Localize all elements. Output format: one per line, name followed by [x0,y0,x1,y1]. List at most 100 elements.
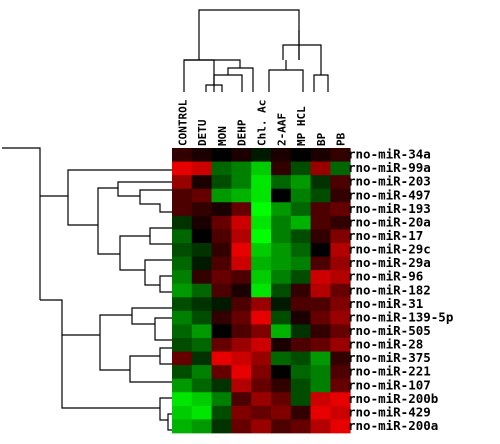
heatmap-cell [290,215,311,230]
heatmap-cell [231,161,252,176]
heatmap-cell [271,351,292,366]
heatmap-cell [172,283,193,298]
row-dendrogram [2,147,172,431]
heatmap-cell [310,148,331,162]
heatmap-cell [330,351,351,366]
heatmap-cell [330,188,351,203]
heatmap-cell [172,175,193,190]
heatmap-cell [271,310,292,325]
heatmap-cell [330,405,351,420]
heatmap-cell [231,175,252,190]
row-label: rno-miR-200b [348,391,438,406]
heatmap-cell [211,188,232,203]
heatmap-cell [251,378,272,393]
heatmap-cell [251,270,272,285]
heatmap-cell [231,419,252,434]
heatmap-cell [290,351,311,366]
heatmap-cell [211,297,232,312]
row-label: rno-miR-28 [348,337,423,352]
heatmap-cell [191,324,212,339]
heatmap-cell [191,175,212,190]
column-label: Chl. Ac [255,100,268,146]
heatmap-cell [191,161,212,176]
heatmap-cell [251,215,272,230]
row-label: rno-miR-96 [348,269,423,284]
row-label: rno-miR-221 [348,364,431,379]
heatmap-cell [231,310,252,325]
row-label: rno-miR-497 [348,187,431,202]
heatmap-cell [172,215,193,230]
heatmap-cell [310,337,331,352]
heatmap-grid [172,148,351,434]
heatmap-cell [172,310,193,325]
heatmap-cell [330,310,351,325]
heatmap-cell [251,392,272,407]
heatmap-cell [310,202,331,217]
heatmap-cell [310,229,331,244]
heatmap-cell [191,405,212,420]
heatmap-cell [290,283,311,298]
heatmap-cell [231,337,252,352]
heatmap-cell [310,310,331,325]
heatmap-cell [191,229,212,244]
heatmap-cell [191,256,212,271]
heatmap-cell [251,297,272,312]
heatmap-cell [251,419,272,434]
heatmap-cell [211,378,232,393]
row-labels: rno-miR-34arno-miR-99arno-miR-203rno-miR… [348,147,453,433]
row-label: rno-miR-182 [348,282,431,297]
heatmap-cell [310,256,331,271]
heatmap-cell [310,215,331,230]
heatmap-cell [271,297,292,312]
heatmap-cell [191,188,212,203]
heatmap-cell [310,161,331,176]
heatmap-cell [251,242,272,257]
row-label: rno-miR-99a [348,160,431,175]
heatmap-cell [310,270,331,285]
heatmap-cell [290,242,311,257]
heatmap-cell [231,148,252,162]
heatmap-cell [211,202,232,217]
row-label: rno-miR-107 [348,377,431,392]
heatmap-cell [211,242,232,257]
heatmap-cell [211,419,232,434]
column-dendrogram [183,9,329,92]
heatmap-cell [271,215,292,230]
heatmap-cell [271,392,292,407]
heatmap-cell [310,392,331,407]
row-label: rno-miR-429 [348,404,431,419]
heatmap-cell [330,242,351,257]
heatmap-cell [251,324,272,339]
heatmap-cell [271,365,292,380]
row-label: rno-miR-505 [348,323,431,338]
heatmap-cell [271,161,292,176]
heatmap-cell [211,365,232,380]
heatmap-cell [251,175,272,190]
heatmap-cell [251,256,272,271]
heatmap-cell [191,283,212,298]
row-label: rno-miR-34a [348,147,431,162]
heatmap-cell [211,256,232,271]
heatmap-cell [191,310,212,325]
heatmap-cell [290,378,311,393]
column-label: 2-AAF [275,113,288,146]
heatmap-cell [231,392,252,407]
heatmap-cell [231,351,252,366]
heatmap-cell [330,148,351,162]
heatmap-cell [211,161,232,176]
heatmap-cell [172,256,193,271]
heatmap-cell [191,202,212,217]
heatmap-cell [290,256,311,271]
heatmap-cell [330,337,351,352]
column-label: DEHP [236,119,249,146]
heatmap-cell [271,270,292,285]
heatmap-cell [172,202,193,217]
row-label: rno-miR-29c [348,242,431,257]
heatmap-cell [211,229,232,244]
row-label: rno-miR-17 [348,228,423,243]
heatmap-cell [310,351,331,366]
heatmap-cell [290,161,311,176]
heatmap-cell [172,229,193,244]
heatmap-cell [191,378,212,393]
heatmap-cell [211,310,232,325]
